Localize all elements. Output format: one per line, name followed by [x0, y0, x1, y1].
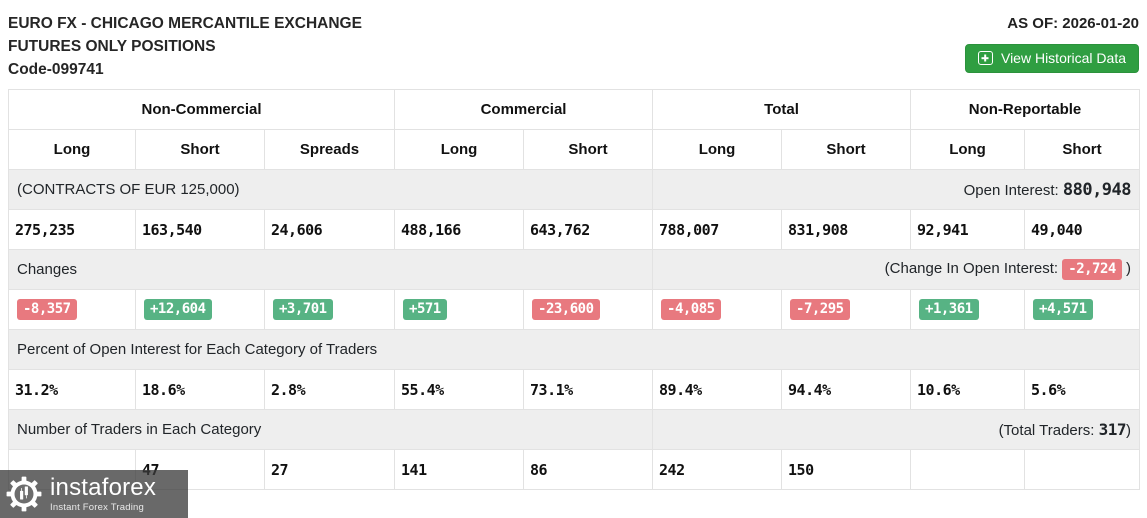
percent-cell: 18.6%	[135, 369, 265, 410]
positions-row: 275,235 163,540 24,606 488,166 643,762 7…	[8, 209, 1141, 250]
column-header: Short	[135, 129, 265, 170]
change-cell: -23,600	[523, 289, 654, 330]
percent-header-row: Percent of Open Interest for Each Catego…	[7, 329, 1141, 370]
change-oi-suffix: )	[1121, 260, 1132, 277]
group-header-commercial: Commercial	[394, 89, 654, 130]
contracts-label: (CONTRACTS OF EUR 125,000)	[7, 169, 654, 210]
position-cell: 92,941	[910, 209, 1026, 250]
column-header: Short	[781, 129, 912, 170]
column-header: Short	[523, 129, 654, 170]
change-oi-prefix: (Change In Open Interest:	[884, 260, 1063, 277]
traders-cell	[1024, 449, 1141, 490]
change-cell: +4,571	[1024, 289, 1141, 330]
change-badge: +4,571	[1033, 299, 1093, 320]
change-badge: -23,600	[532, 299, 600, 320]
change-oi-badge: -2,724	[1062, 259, 1122, 280]
column-header: Long	[394, 129, 525, 170]
percent-label: Percent of Open Interest for Each Catego…	[7, 329, 1141, 370]
change-badge: +1,361	[919, 299, 979, 320]
change-cell: +12,604	[135, 289, 265, 330]
report-code: Code-099741	[8, 61, 104, 78]
change-cell: -7,295	[781, 289, 912, 330]
as-of-date: AS OF: 2026-01-20	[1007, 15, 1139, 32]
column-header: Spreads	[263, 129, 396, 170]
percent-cell: 2.8%	[263, 369, 396, 410]
position-cell: 643,762	[523, 209, 654, 250]
instaforex-tagline: Instant Forex Trading	[50, 501, 144, 513]
column-header: Long	[8, 129, 136, 170]
header-right-block: AS OF: 2026-01-20 View Historical Data	[964, 12, 1141, 73]
traders-header-row: Number of Traders in Each Category (Tota…	[7, 409, 1141, 450]
percent-cell: 10.6%	[910, 369, 1026, 410]
traders-cell: 242	[652, 449, 783, 490]
percent-cell: 31.2%	[8, 369, 136, 410]
group-header-row: Non-Commercial Commercial Total Non-Repo…	[7, 89, 1141, 130]
change-cell: -8,357	[8, 289, 136, 330]
change-cell: -4,085	[652, 289, 783, 330]
total-traders-value: 317	[1098, 420, 1127, 439]
change-badge: -8,357	[17, 299, 77, 320]
change-badge: -7,295	[790, 299, 850, 320]
change-badge: -4,085	[661, 299, 721, 320]
change-cell: +571	[394, 289, 525, 330]
position-cell: 24,606	[263, 209, 396, 250]
total-traders-suffix: )	[1126, 422, 1132, 439]
change-cell: +1,361	[910, 289, 1026, 330]
column-header: Short	[1024, 129, 1141, 170]
open-interest-cell: Open Interest: 880,948	[652, 169, 1141, 210]
page-header: EURO FX - CHICAGO MERCANTILE EXCHANGE FU…	[0, 0, 1147, 89]
total-traders-cell: (Total Traders: 317)	[652, 409, 1141, 450]
instaforex-logo-text: instaforex Instant Forex Trading	[50, 473, 157, 513]
group-header-non-commercial: Non-Commercial	[7, 89, 396, 130]
percent-cell: 73.1%	[523, 369, 654, 410]
changes-label: Changes	[7, 249, 654, 290]
change-open-interest-cell: (Change In Open Interest: -2,724 )	[652, 249, 1141, 290]
column-header: Long	[910, 129, 1026, 170]
traders-cell: 27	[263, 449, 396, 490]
traders-label: Number of Traders in Each Category	[7, 409, 654, 450]
change-badge: +571	[403, 299, 447, 320]
traders-cell: 141	[394, 449, 525, 490]
column-header: Long	[652, 129, 783, 170]
position-cell: 788,007	[652, 209, 783, 250]
group-header-total: Total	[652, 89, 912, 130]
instaforex-watermark: instaforex Instant Forex Trading	[0, 470, 188, 518]
percent-cell: 5.6%	[1024, 369, 1141, 410]
contracts-open-interest-row: (CONTRACTS OF EUR 125,000) Open Interest…	[7, 169, 1141, 210]
change-badge: +12,604	[144, 299, 212, 320]
percent-cell: 55.4%	[394, 369, 525, 410]
percent-values-row: 31.2% 18.6% 2.8% 55.4% 73.1% 89.4% 94.4%…	[8, 369, 1141, 410]
sub-header-row: Long Short Spreads Long Short Long Short…	[8, 129, 1141, 170]
traders-cell: 86	[523, 449, 654, 490]
report-subtitle: FUTURES ONLY POSITIONS	[8, 38, 216, 55]
total-traders-prefix: (Total Traders:	[998, 422, 1099, 439]
percent-cell: 94.4%	[781, 369, 912, 410]
position-cell: 488,166	[394, 209, 525, 250]
view-historical-data-button[interactable]: View Historical Data	[964, 44, 1139, 73]
percent-cell: 89.4%	[652, 369, 783, 410]
traders-cell	[910, 449, 1026, 490]
position-cell: 163,540	[135, 209, 265, 250]
view-historical-data-label: View Historical Data	[1000, 50, 1126, 66]
traders-cell: 150	[781, 449, 912, 490]
group-header-non-reportable: Non-Reportable	[910, 89, 1141, 130]
open-interest-label: Open Interest:	[963, 181, 1063, 199]
changes-header-row: Changes (Change In Open Interest: -2,724…	[7, 249, 1141, 290]
cot-report-table: Non-Commercial Commercial Total Non-Repo…	[7, 89, 1141, 490]
position-cell: 49,040	[1024, 209, 1141, 250]
report-title: EURO FX - CHICAGO MERCANTILE EXCHANGE	[8, 15, 362, 32]
position-cell: 831,908	[781, 209, 912, 250]
instaforex-brand: instaforex	[50, 473, 157, 501]
open-interest-value: 880,948	[1062, 179, 1132, 200]
report-title-block: EURO FX - CHICAGO MERCANTILE EXCHANGE FU…	[8, 12, 362, 81]
position-cell: 275,235	[8, 209, 136, 250]
changes-values-row: -8,357 +12,604 +3,701 +571 -23,600 -4,08…	[8, 289, 1141, 330]
instaforex-gear-icon	[6, 476, 42, 512]
calendar-plus-icon	[977, 51, 993, 65]
change-cell: +3,701	[263, 289, 396, 330]
change-badge: +3,701	[273, 299, 333, 320]
